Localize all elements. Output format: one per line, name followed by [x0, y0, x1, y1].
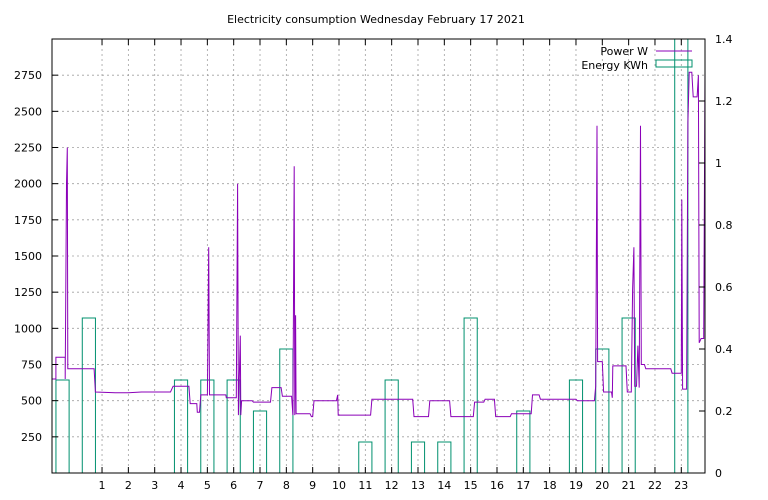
y-left-tick-label: 1250 [14, 286, 42, 299]
x-tick-label: 15 [464, 479, 478, 492]
y-axis-right: 0 0.2 0.4 0.6 0.8 1 1.2 1.4 [699, 33, 733, 480]
y-right-tick-label: 1.4 [715, 33, 733, 46]
y-left-tick-label: 750 [21, 359, 42, 372]
y-right-tick-label: 0.6 [715, 281, 733, 294]
x-tick-label: 13 [411, 479, 425, 492]
x-tick-label: 20 [595, 479, 609, 492]
y-right-tick-label: 1.2 [715, 95, 733, 108]
x-tick-label: 17 [516, 479, 530, 492]
x-axis: 1 2 3 4 5 6 7 8 9 10 11 12 13 14 15 16 17 18 19 20 21 22 23 [99, 39, 688, 492]
x-tick-label: 7 [257, 479, 264, 492]
x-tick-label: 21 [622, 479, 636, 492]
x-tick-label: 14 [437, 479, 451, 492]
y-left-tick-label: 2000 [14, 178, 42, 191]
y-left-tick-label: 2750 [14, 69, 42, 82]
y-left-tick-label: 1000 [14, 322, 42, 335]
x-tick-label: 18 [543, 479, 557, 492]
chart-title: Electricity consumption Wednesday Februa… [227, 13, 525, 26]
y-left-tick-label: 250 [21, 431, 42, 444]
x-tick-label: 9 [309, 479, 316, 492]
energy-bar [55, 379, 70, 474]
x-tick-label: 12 [385, 479, 399, 492]
power-series-line [52, 70, 706, 418]
y-right-tick-label: 0.2 [715, 405, 733, 418]
grid [52, 39, 705, 473]
y-left-tick-label: 1500 [14, 250, 42, 263]
x-tick-label: 3 [151, 479, 158, 492]
x-tick-label: 23 [674, 479, 688, 492]
legend: Power W Energy KWh [581, 45, 693, 72]
legend-power-label: Power W [600, 45, 648, 58]
x-tick-label: 2 [125, 479, 132, 492]
y-left-tick-label: 500 [21, 395, 42, 408]
x-tick-label: 19 [569, 479, 583, 492]
x-tick-label: 11 [358, 479, 372, 492]
x-tick-label: 16 [490, 479, 504, 492]
y-left-tick-label: 1750 [14, 214, 42, 227]
y-right-tick-label: 0.4 [715, 343, 733, 356]
y-left-tick-label: 2250 [14, 142, 42, 155]
x-tick-label: 10 [332, 479, 346, 492]
legend-energy-label: Energy KWh [581, 59, 648, 72]
legend-energy-swatch [655, 59, 693, 68]
x-tick-label: 22 [648, 479, 662, 492]
y-left-tick-label: 2500 [14, 105, 42, 118]
y-right-tick-label: 1 [715, 157, 722, 170]
x-tick-label: 8 [283, 479, 290, 492]
y-axis-left: 250 500 750 1000 1250 1500 1750 2000 2250 2500 275… [14, 69, 58, 444]
y-right-tick-label: 0 [715, 467, 722, 480]
energy-bar [81, 317, 96, 474]
x-tick-label: 5 [204, 479, 211, 492]
y-right-tick-label: 0.8 [715, 219, 733, 232]
x-tick-label: 6 [230, 479, 237, 492]
power-line [52, 70, 706, 418]
x-tick-label: 1 [99, 479, 106, 492]
x-tick-label: 4 [178, 479, 185, 492]
